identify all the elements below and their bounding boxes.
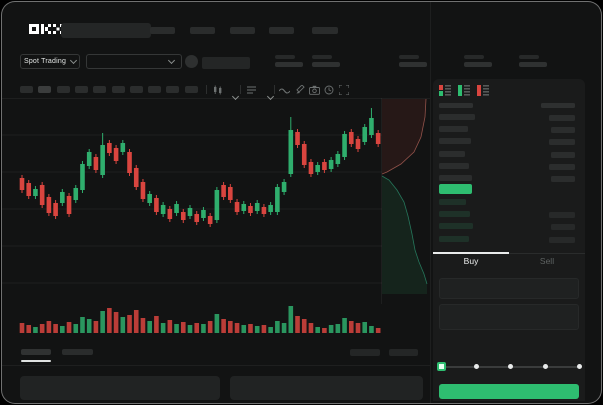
divider xyxy=(274,85,275,94)
nav-item[interactable] xyxy=(312,27,338,34)
divider xyxy=(430,2,431,403)
nav-item[interactable] xyxy=(150,27,175,34)
divider xyxy=(381,98,382,304)
stat-label-skeleton xyxy=(399,55,419,59)
book-split-icon[interactable] xyxy=(439,83,452,96)
chart-bottom-tab[interactable] xyxy=(62,349,93,355)
timeframe-pill[interactable] xyxy=(93,86,107,93)
bid-amount-bar[interactable] xyxy=(439,211,470,218)
stat-label-skeleton xyxy=(312,55,332,59)
ask-amount-bar[interactable] xyxy=(439,150,465,157)
stat-value-skeleton xyxy=(312,62,340,67)
okx-logo[interactable] xyxy=(29,23,63,35)
bid-price-bar[interactable] xyxy=(549,236,575,243)
chevron-down-icon xyxy=(70,56,78,65)
ask-amount-bar[interactable] xyxy=(439,175,472,181)
ask-amount-bar[interactable] xyxy=(439,162,469,169)
ask-price-bar[interactable] xyxy=(551,151,575,158)
ask-price-bar[interactable] xyxy=(549,163,575,170)
nav-item[interactable] xyxy=(269,27,294,34)
ask-price-bar[interactable] xyxy=(551,127,575,134)
camera-icon[interactable] xyxy=(309,85,320,95)
candlestick-chart[interactable] xyxy=(2,98,382,344)
timeframe-pill[interactable] xyxy=(184,86,198,93)
timeframe-pill[interactable] xyxy=(38,86,52,93)
bid-price-bar[interactable] xyxy=(549,212,575,219)
nav-item[interactable] xyxy=(190,27,215,34)
timeframe-pill[interactable] xyxy=(129,86,143,93)
timeframe-pill[interactable] xyxy=(56,86,70,93)
ask-amount-bar[interactable] xyxy=(439,126,468,133)
buy-submit-button[interactable] xyxy=(439,384,579,399)
chart-mini-button[interactable] xyxy=(350,349,380,356)
last-price-skeleton xyxy=(202,57,250,69)
bid-amount-bar[interactable] xyxy=(439,199,466,205)
bid-amount-bar[interactable] xyxy=(439,223,473,230)
stat-label-skeleton xyxy=(519,55,539,59)
draw-icon[interactable] xyxy=(295,85,305,95)
clock-icon[interactable] xyxy=(324,85,334,95)
market-type-selector[interactable]: Spot Trading xyxy=(20,54,80,69)
slider-stop-dot[interactable] xyxy=(508,364,513,369)
divider xyxy=(2,365,430,366)
timeframe-pill[interactable] xyxy=(166,86,180,93)
amount-input[interactable] xyxy=(439,304,579,330)
tab-divider xyxy=(433,253,585,254)
divider xyxy=(2,98,430,99)
bid-price-bar[interactable] xyxy=(551,224,575,231)
pair-selector[interactable] xyxy=(86,54,182,69)
timeframe-pill[interactable] xyxy=(74,86,88,93)
ask-price-bar[interactable] xyxy=(549,115,575,121)
slider-stop-dot[interactable] xyxy=(542,364,548,369)
ask-amount-bar[interactable] xyxy=(439,114,475,120)
buy-tab-underline xyxy=(433,252,509,254)
stat-label-skeleton xyxy=(464,55,484,59)
slider-stop-dot[interactable] xyxy=(577,364,582,369)
depth-chart[interactable] xyxy=(382,98,430,304)
divider xyxy=(240,85,241,94)
divider xyxy=(206,85,207,94)
pair-coin-icon xyxy=(185,55,198,68)
active-tab-underline xyxy=(21,360,51,362)
price-input[interactable] xyxy=(439,278,579,299)
book-asks-icon[interactable] xyxy=(477,83,490,96)
stat-value-skeleton xyxy=(464,62,492,67)
bottom-panel-left[interactable] xyxy=(20,376,220,400)
slider-handle[interactable] xyxy=(437,362,446,371)
fullscreen-icon[interactable] xyxy=(339,85,349,95)
search-input[interactable] xyxy=(61,23,151,38)
bid-amount-bar[interactable] xyxy=(439,235,469,242)
ask-amount-bar[interactable] xyxy=(439,138,471,145)
order-book-header-right xyxy=(541,103,575,108)
chart-mini-button[interactable] xyxy=(389,349,418,356)
timeframe-pill[interactable] xyxy=(148,86,162,93)
tab-sell[interactable]: Sell xyxy=(539,256,555,266)
slider-stop-dot[interactable] xyxy=(473,364,479,369)
candle-style-icon[interactable] xyxy=(213,85,223,95)
stat-value-skeleton xyxy=(519,62,547,67)
stat-value-skeleton xyxy=(399,62,427,67)
market-type-label: Spot Trading xyxy=(23,58,67,65)
line-style-icon[interactable] xyxy=(279,87,290,94)
indicator-icon[interactable] xyxy=(247,85,257,95)
stat-value-skeleton xyxy=(275,62,303,67)
stat-label-skeleton xyxy=(275,55,295,59)
ask-price-bar[interactable] xyxy=(551,176,575,182)
chart-bottom-tab-active[interactable] xyxy=(21,349,51,355)
bottom-panel-right[interactable] xyxy=(230,376,423,400)
timeframe-pill[interactable] xyxy=(20,86,33,93)
order-book-panel: Buy Sell xyxy=(433,79,585,401)
chevron-down-icon xyxy=(167,56,176,65)
order-book-header-left xyxy=(439,103,473,108)
nav-item[interactable] xyxy=(230,27,255,34)
book-bids-icon[interactable] xyxy=(458,83,471,96)
ask-price-bar[interactable] xyxy=(549,139,575,146)
timeframe-pill[interactable] xyxy=(111,86,125,93)
last-price-row[interactable] xyxy=(439,184,472,194)
tab-buy[interactable]: Buy xyxy=(463,256,479,266)
